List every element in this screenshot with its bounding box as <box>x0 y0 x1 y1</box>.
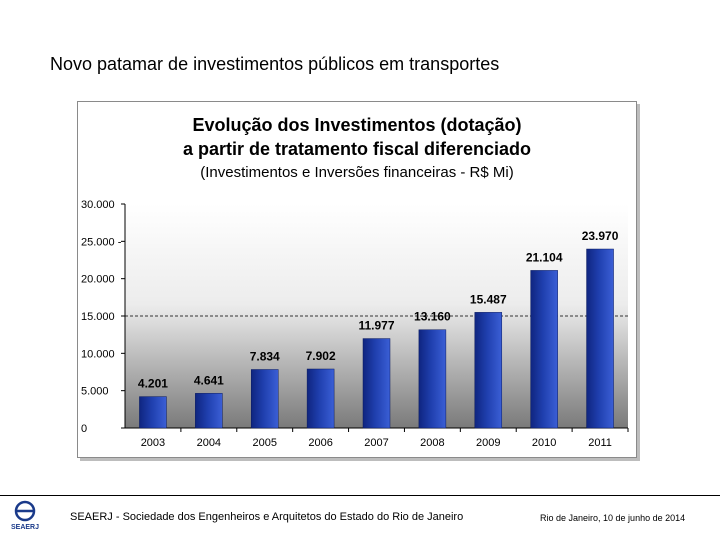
data-label-2006: 7.902 <box>306 349 336 363</box>
data-label-2008: 13.160 <box>414 310 451 324</box>
x-tick-label-2004: 2004 <box>197 437 221 449</box>
x-tick-label-2010: 2010 <box>532 437 556 449</box>
bar-2007 <box>362 338 391 429</box>
slide-title: Novo patamar de investimentos públicos e… <box>50 54 500 74</box>
data-label-2005: 7.834 <box>250 350 280 364</box>
logo-text: SEAERJ <box>10 524 39 531</box>
chart-title-line1: Evolução dos Investimentos (dotação) <box>192 115 522 135</box>
data-label-2003: 4.201 <box>138 377 168 391</box>
chart-subtitle: (Investimentos e Inversões financeiras -… <box>200 164 514 181</box>
y-tick-label: 25.000 - <box>81 236 122 248</box>
x-tick-label-2011: 2011 <box>588 437 612 449</box>
y-tick-label: 10.000 <box>81 348 115 360</box>
data-label-2004: 4.641 <box>194 373 224 387</box>
x-tick-label-2008: 2008 <box>420 437 444 449</box>
y-tick-label: 30.000 <box>81 199 115 211</box>
bar-2009 <box>474 312 503 429</box>
y-tick-label: 0 <box>81 423 87 435</box>
data-label-2010: 21.104 <box>526 250 563 264</box>
footer-divider <box>0 495 720 496</box>
data-label-2007: 11.977 <box>358 319 394 333</box>
y-tick-label: 5.000 <box>81 386 109 398</box>
y-tick-label: 15.000 <box>81 311 115 323</box>
bar-2006 <box>306 368 335 429</box>
bar-2003 <box>139 396 167 429</box>
footer-date: Rio de Janeiro, 10 de junho de 2014 <box>540 513 686 523</box>
bar-2004 <box>195 393 223 429</box>
x-tick-label-2003: 2003 <box>141 437 165 449</box>
data-label-2011: 23.970 <box>582 229 619 243</box>
seaerj-logo: SEAERJ <box>6 499 44 535</box>
x-tick-label-2007: 2007 <box>364 437 388 449</box>
data-label-2009: 15.487 <box>470 292 507 306</box>
bar-2005 <box>250 369 279 429</box>
seaerj-logo-icon <box>14 500 36 522</box>
y-tick-label: 20.000 <box>81 274 115 286</box>
footer-organization: SEAERJ - Sociedade dos Engenheiros e Arq… <box>70 511 464 523</box>
bar-2011 <box>586 248 614 429</box>
chart-title-line2: a partir de tratamento fiscal diferencia… <box>182 139 532 159</box>
bar-chart: 0 5.000 10.000 15.000 20.000 25.000 - 30.000 4.… <box>81 199 629 449</box>
bar-2008 <box>418 329 447 429</box>
x-tick-label-2005: 2005 <box>252 437 276 449</box>
x-tick-label-2006: 2006 <box>308 437 332 449</box>
x-tick-label-2009: 2009 <box>476 437 500 449</box>
bar-2010 <box>530 270 558 429</box>
chart-frame: Evolução dos Investimentos (dotação) a p… <box>77 101 637 458</box>
